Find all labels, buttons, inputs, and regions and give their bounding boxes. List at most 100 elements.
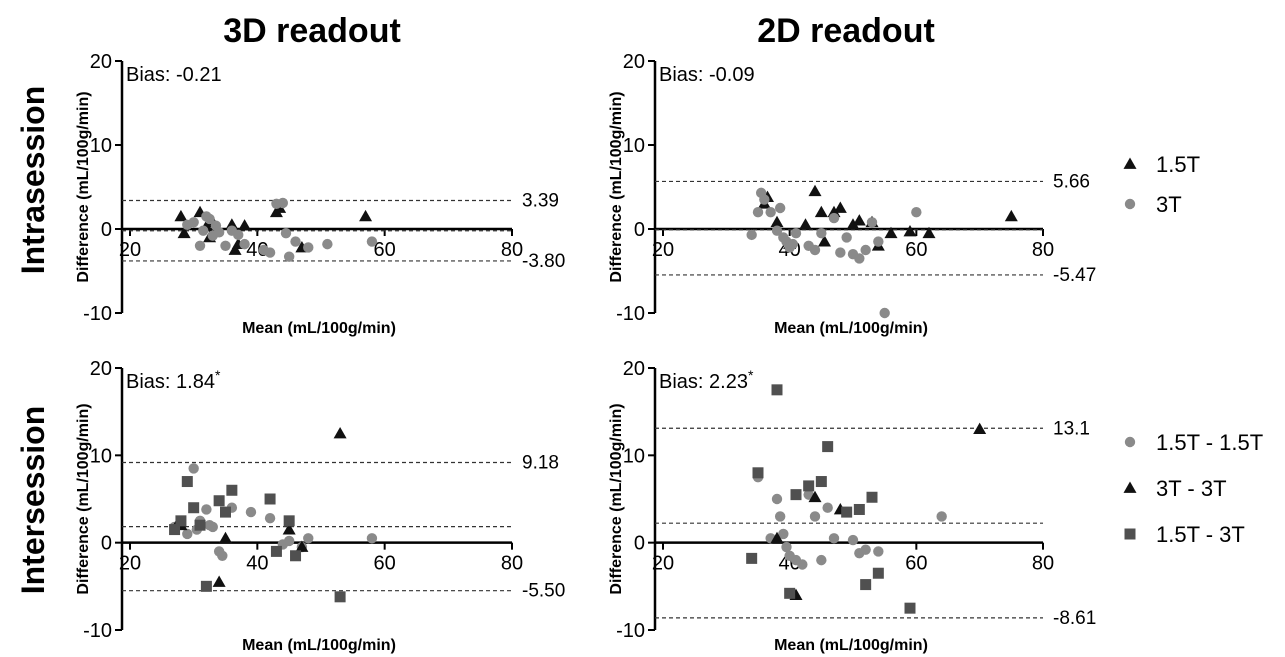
upper-limit-label: 5.66	[1053, 171, 1090, 192]
data-point	[752, 207, 764, 218]
column-title-3d: 3D readout	[223, 12, 401, 50]
data-point	[770, 531, 784, 544]
data-point	[770, 215, 784, 228]
data-point	[264, 513, 276, 524]
data-point	[860, 579, 872, 591]
y-axis-label: Difference (mL/100g/min)	[75, 403, 92, 594]
x-tick-label: 60	[374, 239, 396, 261]
data-point	[816, 228, 827, 239]
data-point	[283, 251, 295, 262]
data-point	[200, 580, 212, 592]
data-point	[853, 503, 865, 515]
y-tick-label: 0	[634, 219, 645, 241]
legend-label: 1.5T - 1.5T	[1156, 430, 1263, 455]
series-3t	[182, 197, 378, 262]
lower-limit-label: -3.80	[522, 251, 565, 272]
data-point	[220, 506, 231, 518]
series-3t-3t	[770, 422, 987, 600]
data-point	[217, 550, 228, 561]
data-point	[280, 228, 292, 239]
data-point	[174, 209, 188, 222]
data-point	[759, 194, 770, 205]
data-point	[922, 226, 936, 239]
legend-marker-circle	[1124, 436, 1136, 448]
legend-marker-circle	[1124, 198, 1136, 210]
x-tick-label: 60	[905, 239, 927, 261]
data-point	[746, 229, 757, 241]
data-point	[771, 384, 783, 396]
y-tick-label: 10	[90, 445, 112, 467]
data-point	[828, 533, 840, 544]
series-3t	[746, 187, 922, 319]
data-point	[169, 524, 181, 536]
y-tick-label: -10	[83, 620, 112, 642]
data-point	[207, 521, 218, 533]
data-point	[175, 515, 187, 527]
data-point	[290, 550, 302, 562]
column-title-2d: 2D readout	[757, 12, 935, 50]
lower-limit-label: -8.61	[1053, 608, 1096, 629]
upper-limit-label: 13.1	[1053, 418, 1090, 439]
data-point	[204, 213, 215, 225]
row-title-intrasession: Intrasession	[15, 86, 51, 275]
y-tick-label: 0	[634, 533, 645, 555]
legend-label: 1.5T	[1156, 152, 1200, 177]
y-tick-label: -10	[616, 303, 645, 325]
data-point	[366, 533, 378, 544]
upper-limit-label: 3.39	[522, 191, 559, 212]
x-axis-label: Mean (mL/100g/min)	[242, 637, 396, 654]
data-point	[334, 591, 346, 603]
data-point	[803, 480, 815, 492]
data-point	[270, 545, 282, 557]
y-tick-label: 0	[101, 533, 112, 555]
data-point	[752, 467, 764, 479]
x-tick-label: 20	[652, 239, 674, 261]
data-point	[333, 427, 347, 439]
data-point	[879, 307, 890, 319]
data-point	[873, 236, 884, 247]
data-point	[194, 519, 206, 531]
y-tick-label: 20	[623, 358, 645, 380]
data-point	[784, 587, 796, 599]
legend-label: 1.5T - 3T	[1156, 522, 1245, 547]
data-point	[233, 229, 244, 241]
data-point	[182, 528, 193, 540]
data-point	[359, 209, 373, 222]
data-point	[973, 422, 987, 435]
y-tick-label: 10	[90, 135, 112, 157]
data-point	[809, 244, 821, 256]
data-point	[181, 476, 193, 488]
data-point	[866, 217, 878, 228]
data-point	[1004, 209, 1018, 222]
data-point	[818, 235, 831, 247]
x-tick-label: 80	[501, 553, 523, 575]
data-point	[238, 219, 252, 231]
upper-limit-label: 9.18	[522, 452, 559, 473]
data-point	[264, 493, 276, 505]
x-tick-label: 20	[119, 553, 141, 575]
data-point	[911, 207, 922, 218]
data-point	[366, 236, 378, 247]
data-point	[245, 506, 257, 518]
data-point	[822, 441, 834, 453]
y-tick-label: 10	[623, 445, 645, 467]
legend-marker-triangle	[1123, 157, 1137, 169]
x-axis-label: Mean (mL/100g/min)	[242, 320, 396, 337]
data-point	[771, 493, 783, 505]
data-point	[835, 247, 846, 258]
panel-intersession-3d: -10 0 10 20 20 40 60 80 9.18 -5.50 Bias: 1.84* Mean…	[75, 358, 565, 654]
legend-intersession: 1.5T - 1.5T 3T - 3T 1.5T - 3T	[1123, 430, 1263, 547]
data-point	[797, 559, 808, 570]
data-point	[228, 243, 242, 255]
data-point	[841, 232, 852, 243]
series-1-5t-3t	[169, 476, 346, 603]
data-point	[799, 218, 812, 230]
bias-label: Bias: -0.21	[126, 64, 222, 86]
x-tick-label: 80	[501, 239, 523, 261]
data-point	[322, 238, 333, 250]
data-point	[778, 528, 789, 540]
x-tick-label: 80	[1032, 553, 1054, 575]
x-axis-label: Mean (mL/100g/min)	[774, 320, 928, 337]
series-1-5t-3t	[746, 384, 916, 614]
